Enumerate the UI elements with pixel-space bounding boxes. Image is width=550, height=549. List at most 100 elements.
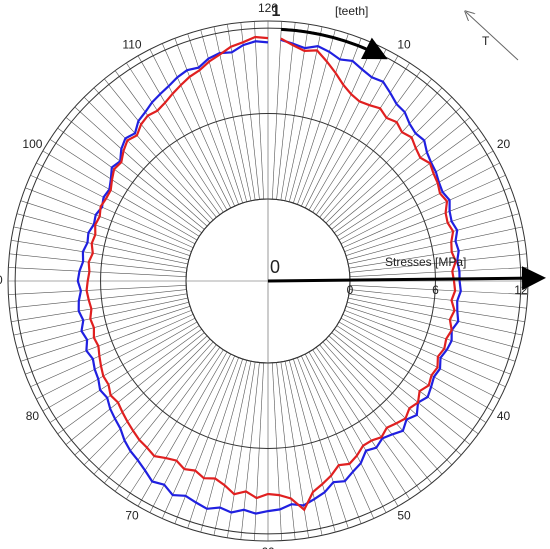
spoke bbox=[276, 362, 296, 540]
spoke bbox=[174, 38, 239, 205]
rotation-arrow bbox=[466, 12, 519, 61]
spoke bbox=[200, 360, 248, 533]
spoke bbox=[49, 325, 200, 423]
tooth-label: 10 bbox=[397, 38, 411, 52]
spoke bbox=[288, 29, 336, 202]
spoke bbox=[308, 351, 399, 507]
spoke bbox=[344, 310, 511, 375]
spoke bbox=[340, 162, 500, 245]
spoke bbox=[336, 325, 487, 423]
spoke bbox=[187, 358, 243, 529]
spoke bbox=[342, 174, 506, 248]
spoke bbox=[57, 127, 202, 234]
spoke bbox=[349, 289, 527, 309]
tooth-label: 80 bbox=[26, 409, 40, 423]
spoke bbox=[336, 139, 487, 237]
spoke bbox=[49, 139, 200, 237]
spoke bbox=[187, 33, 243, 204]
plot bbox=[76, 35, 462, 515]
spoke bbox=[16, 213, 189, 261]
spoke bbox=[331, 332, 471, 445]
spoke bbox=[312, 62, 410, 213]
spoke bbox=[65, 117, 205, 230]
spoke bbox=[338, 150, 494, 241]
spoke bbox=[25, 310, 192, 375]
spoke bbox=[11, 293, 188, 322]
spoke bbox=[322, 341, 443, 475]
tooth-label: 50 bbox=[397, 509, 411, 523]
spoke bbox=[348, 293, 525, 322]
spoke bbox=[284, 361, 323, 536]
tooth-label: 70 bbox=[125, 509, 139, 523]
spoke bbox=[276, 22, 296, 200]
spoke bbox=[20, 306, 191, 362]
spoke bbox=[328, 335, 462, 456]
spoke bbox=[36, 162, 196, 245]
spoke bbox=[271, 362, 282, 541]
spoke bbox=[9, 289, 187, 309]
spoke bbox=[213, 361, 252, 536]
spoke bbox=[74, 335, 208, 456]
spoke bbox=[104, 344, 217, 484]
series-line bbox=[76, 38, 462, 515]
spoke bbox=[304, 353, 387, 513]
spoke bbox=[293, 33, 349, 204]
spoke bbox=[13, 297, 188, 336]
spoke bbox=[93, 87, 214, 221]
spoke bbox=[319, 344, 432, 484]
spoke bbox=[312, 349, 410, 500]
spoke bbox=[293, 358, 349, 529]
grid-ring bbox=[100, 113, 436, 449]
spoke bbox=[161, 43, 235, 207]
spoke bbox=[338, 321, 494, 412]
spoke bbox=[342, 314, 506, 388]
spoke bbox=[13, 226, 188, 265]
tooth-label: 110 bbox=[122, 38, 141, 52]
spoke bbox=[284, 26, 323, 201]
spoke bbox=[126, 349, 224, 500]
spoke bbox=[304, 49, 387, 209]
spoke bbox=[93, 341, 214, 475]
spoke bbox=[42, 150, 198, 241]
r-tick-label: 0 bbox=[347, 283, 354, 297]
tooth-label: 100 bbox=[22, 137, 42, 151]
grid-ring bbox=[14, 27, 522, 535]
rotation-label: T bbox=[482, 34, 490, 48]
spoke bbox=[8, 267, 187, 278]
spoke bbox=[30, 174, 194, 248]
spoke bbox=[42, 321, 198, 412]
radial-axis-arrow bbox=[267, 266, 546, 291]
spoke bbox=[325, 96, 453, 224]
spoke bbox=[331, 117, 471, 230]
spoke bbox=[344, 187, 511, 252]
spoke bbox=[280, 361, 309, 538]
spoke bbox=[83, 338, 211, 466]
spoke bbox=[334, 127, 479, 234]
spoke bbox=[348, 226, 523, 265]
spoke bbox=[319, 78, 432, 218]
spoke bbox=[347, 213, 520, 261]
spoke bbox=[348, 297, 523, 336]
tooth-label: 90 bbox=[0, 273, 3, 287]
spoke bbox=[149, 49, 232, 209]
spoke bbox=[137, 55, 228, 211]
spoke bbox=[30, 314, 194, 388]
spoke bbox=[149, 353, 232, 513]
center-label: 0 bbox=[270, 257, 280, 277]
tooth-label: 40 bbox=[497, 409, 511, 423]
spoke bbox=[347, 301, 520, 349]
spoke bbox=[297, 357, 362, 524]
spoke bbox=[104, 78, 217, 218]
spoke bbox=[114, 347, 221, 492]
spoke bbox=[254, 21, 265, 200]
spoke bbox=[315, 347, 422, 492]
series-line bbox=[85, 35, 457, 512]
spoke bbox=[334, 328, 479, 435]
spoke bbox=[16, 301, 189, 349]
spoke bbox=[227, 361, 256, 538]
r-tick-label: 12 bbox=[514, 283, 528, 297]
tooth-label: 20 bbox=[497, 137, 511, 151]
spoke bbox=[83, 96, 211, 224]
spoke bbox=[349, 253, 527, 273]
